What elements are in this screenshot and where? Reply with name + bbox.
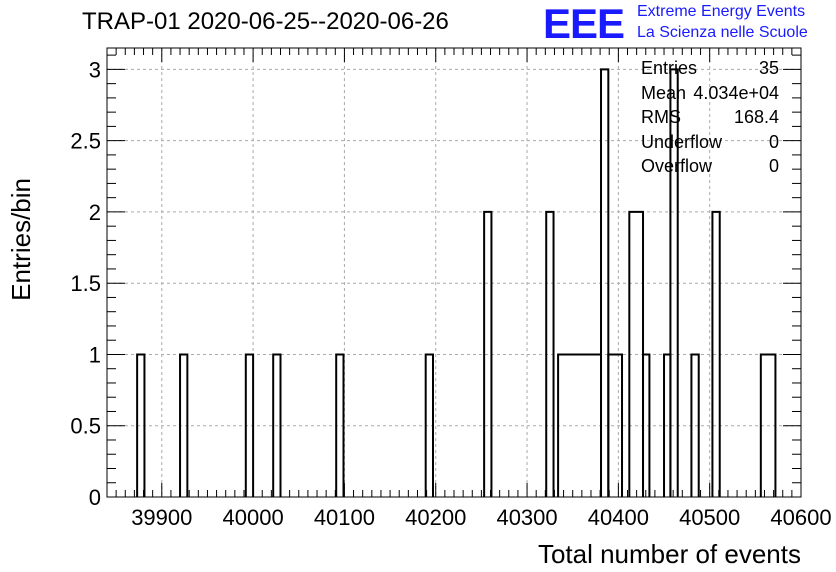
histogram-bin [690,353,700,497]
y-tick-labels: 0 0.5 1 1.5 2 2.5 3 [70,57,101,510]
x-tick-label: 40300 [496,505,557,530]
stats-value: 168.4 [733,107,779,127]
x-tick-label: 40500 [679,505,740,530]
stats-row-overflow: Overflow 0 [641,156,781,181]
x-tick-label: 40100 [314,505,375,530]
x-tick-label: 40000 [223,505,284,530]
stats-row-underflow: Underflow 0 [641,132,781,157]
y-tick-label: 1 [89,342,101,367]
y-tick-label: 1.5 [70,271,101,296]
axis-ticks [106,48,802,498]
chart-title: TRAP-01 2020-06-25--2020-06-26 [82,8,449,35]
grid [107,48,801,497]
eee-logo: EEE [543,0,625,47]
stats-label: Entries [641,58,698,78]
histogram-bin [136,353,146,497]
stats-value: 35 [758,58,779,78]
histogram-bin [600,68,610,497]
histogram-bin [607,353,624,497]
histogram-bars [136,68,777,497]
histogram-bin [335,353,345,497]
y-tick-label: 0.5 [70,414,101,439]
histogram-bin [244,353,255,497]
histogram-bin [759,353,777,497]
y-axis-label: Entries/bin [6,178,36,301]
logo-caption-line2: La Scienza nelle Scuole [637,24,808,41]
x-tick-label: 39900 [131,505,192,530]
x-tick-labels: 39900 40000 40100 40200 40300 40400 40500 40600 [131,505,831,530]
stats-row-mean: Mean 4.034e+04 [641,83,781,108]
y-tick-label: 0 [89,485,101,510]
stats-row-entries: Entries 35 [641,58,781,83]
stats-label: Overflow [641,156,713,176]
histogram-bin [272,353,282,497]
x-tick-label: 40600 [770,505,831,530]
eee-logo-text: EEE [543,0,625,47]
stats-box: Entries 35 Mean 4.034e+04 RMS 168.4 Unde… [641,58,781,181]
x-axis-label: Total number of events [538,539,801,569]
histogram-bin [669,68,679,497]
y-tick-label: 3 [89,57,101,82]
stats-label: Underflow [641,131,723,152]
histogram-bin [483,210,493,497]
histogram-bin [179,353,189,497]
stats-label: Mean [641,82,687,103]
x-tick-label: 40200 [405,505,466,530]
stats-row-rms: RMS 168.4 [641,107,781,132]
stats-value: 0 [768,156,779,176]
histogram-bin [424,353,434,497]
histogram-bin [642,353,651,497]
logo-caption-line1: Extreme Energy Events [637,3,806,20]
stats-label: RMS [641,107,681,127]
histogram-bin [711,210,721,497]
y-tick-label: 2.5 [70,129,101,154]
stats-value: 4.034e+04 [693,82,779,103]
histogram-bin [545,210,555,497]
stats-value: 0 [768,131,779,152]
x-tick-label: 40400 [588,505,649,530]
y-tick-label: 2 [89,200,101,225]
